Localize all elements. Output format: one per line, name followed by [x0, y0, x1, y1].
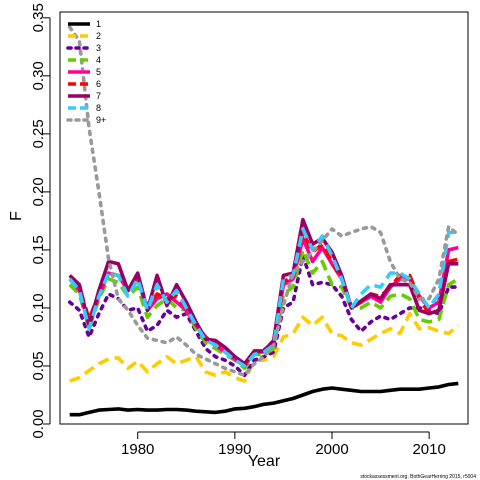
series-line-8 [68, 227, 459, 368]
y-axis: 0.00 0.05 0.10 0.15 0.20 0.25 0.30 0.35 [30, 3, 51, 439]
x-axis: 1980 1990 2000 2010 [121, 431, 446, 458]
legend-label: 9+ [96, 115, 106, 125]
legend-label: 5 [96, 67, 101, 77]
y-tick-label: 0.25 [30, 119, 47, 148]
plot-frame [59, 11, 469, 425]
y-tick-label: 0.10 [30, 293, 47, 322]
legend-label: 3 [96, 43, 101, 53]
y-axis-title: F [8, 211, 25, 221]
legend-label: 7 [96, 91, 101, 101]
legend-label: 2 [96, 31, 101, 41]
plot-area [59, 11, 469, 425]
legend-label: 6 [96, 79, 101, 89]
series-layer [67, 25, 461, 417]
legend-label: 8 [96, 103, 101, 113]
x-axis-title: Year [248, 453, 281, 470]
y-tick-label: 0.05 [30, 351, 47, 380]
x-tick-label: 1980 [121, 441, 154, 458]
series-line-9plus [67, 25, 461, 378]
y-tick-label: 0.35 [30, 3, 47, 32]
legend: 1 2 3 4 5 6 7 8 9+ [66, 19, 106, 125]
x-tick-label: 2000 [315, 441, 348, 458]
y-tick-label: 0.30 [30, 61, 47, 90]
series-line-4 [68, 248, 460, 371]
y-tick-label: 0.20 [30, 177, 47, 206]
series-line-6 [68, 230, 459, 368]
x-tick-label: 2010 [412, 441, 445, 458]
y-tick-label: 0.15 [30, 235, 47, 264]
series-line-3 [67, 253, 461, 378]
series-line-1 [69, 381, 459, 417]
series-line-5 [68, 236, 459, 368]
x-tick-label: 1990 [218, 441, 251, 458]
legend-label: 1 [96, 19, 101, 29]
y-tick-label: 0.00 [30, 409, 47, 438]
series-line-2 [69, 311, 460, 383]
footnote: stockassessment.org, BothGearHerring 201… [360, 474, 476, 480]
legend-label: 4 [96, 55, 101, 65]
series-line-7 [68, 217, 459, 366]
